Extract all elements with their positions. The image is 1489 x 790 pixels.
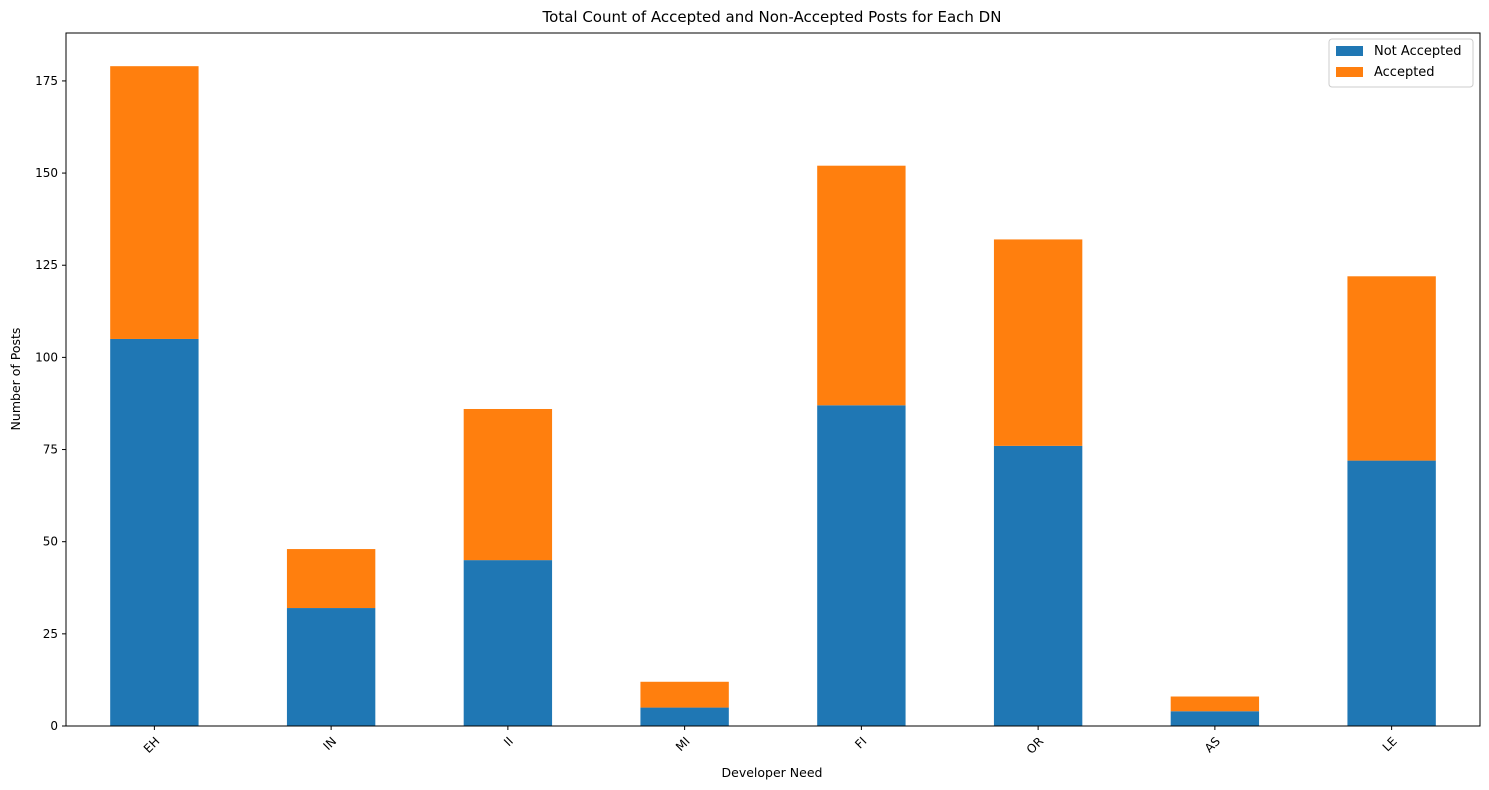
bar-in-accepted <box>286 549 376 609</box>
x-tick-label-or: OR <box>1024 734 1046 756</box>
x-tick-label-as: AS <box>1202 734 1223 755</box>
x-tick-label-fi: FI <box>852 734 869 751</box>
bars-layer <box>110 66 1436 726</box>
bar-mi-accepted <box>640 681 729 708</box>
legend-box <box>1328 38 1474 88</box>
ticks-layer: 0 25 50 75 100 125 150 175 EH IN II MI FI OR AS LE <box>35 74 1400 757</box>
chart-title: Total Count of Accepted and Non-Accepted… <box>542 8 1002 26</box>
legend-swatch-accepted <box>1336 67 1363 77</box>
bar-or-accepted <box>993 239 1083 446</box>
bar-ii-not-accepted <box>463 560 553 726</box>
y-tick-label: 150 <box>35 166 58 180</box>
y-tick-label: 50 <box>43 535 58 549</box>
y-tick-label: 0 <box>50 719 58 733</box>
y-tick-label: 75 <box>43 443 58 457</box>
axes-layer <box>65 32 1481 727</box>
x-axis-label: Developer Need <box>722 765 823 780</box>
bar-le-accepted <box>1347 276 1436 461</box>
x-tick-label-ii: II <box>501 734 516 749</box>
x-tick-label-in: IN <box>320 734 339 753</box>
y-axis-label: Number of Posts <box>8 328 23 431</box>
bar-fi-accepted <box>817 165 906 406</box>
bar-or-not-accepted <box>993 445 1083 726</box>
bar-fi-not-accepted <box>817 405 906 726</box>
bar-ii-accepted <box>463 408 553 561</box>
x-tick-label-mi: MI <box>673 734 693 754</box>
x-tick-label-eh: EH <box>141 734 163 756</box>
bar-eh-not-accepted <box>110 338 199 726</box>
bar-as-accepted <box>1170 696 1260 712</box>
x-tick-label-le: LE <box>1380 734 1400 754</box>
y-tick-label: 175 <box>35 74 58 88</box>
bar-in-not-accepted <box>286 608 376 726</box>
y-tick-label: 125 <box>35 258 58 272</box>
legend-swatch-not-accepted <box>1336 46 1363 56</box>
y-tick-label: 100 <box>35 350 58 364</box>
legend-label-not-accepted: Not Accepted <box>1374 44 1461 59</box>
y-tick-label: 25 <box>43 627 58 641</box>
bar-as-not-accepted <box>1170 711 1260 726</box>
bar-eh-accepted <box>110 66 199 339</box>
bar-mi-not-accepted <box>640 707 729 726</box>
legend-label-accepted: Accepted <box>1374 65 1435 80</box>
bar-le-not-accepted <box>1347 460 1436 726</box>
legend: Not Accepted Accepted <box>1328 38 1474 88</box>
plot-frame <box>65 32 1481 727</box>
